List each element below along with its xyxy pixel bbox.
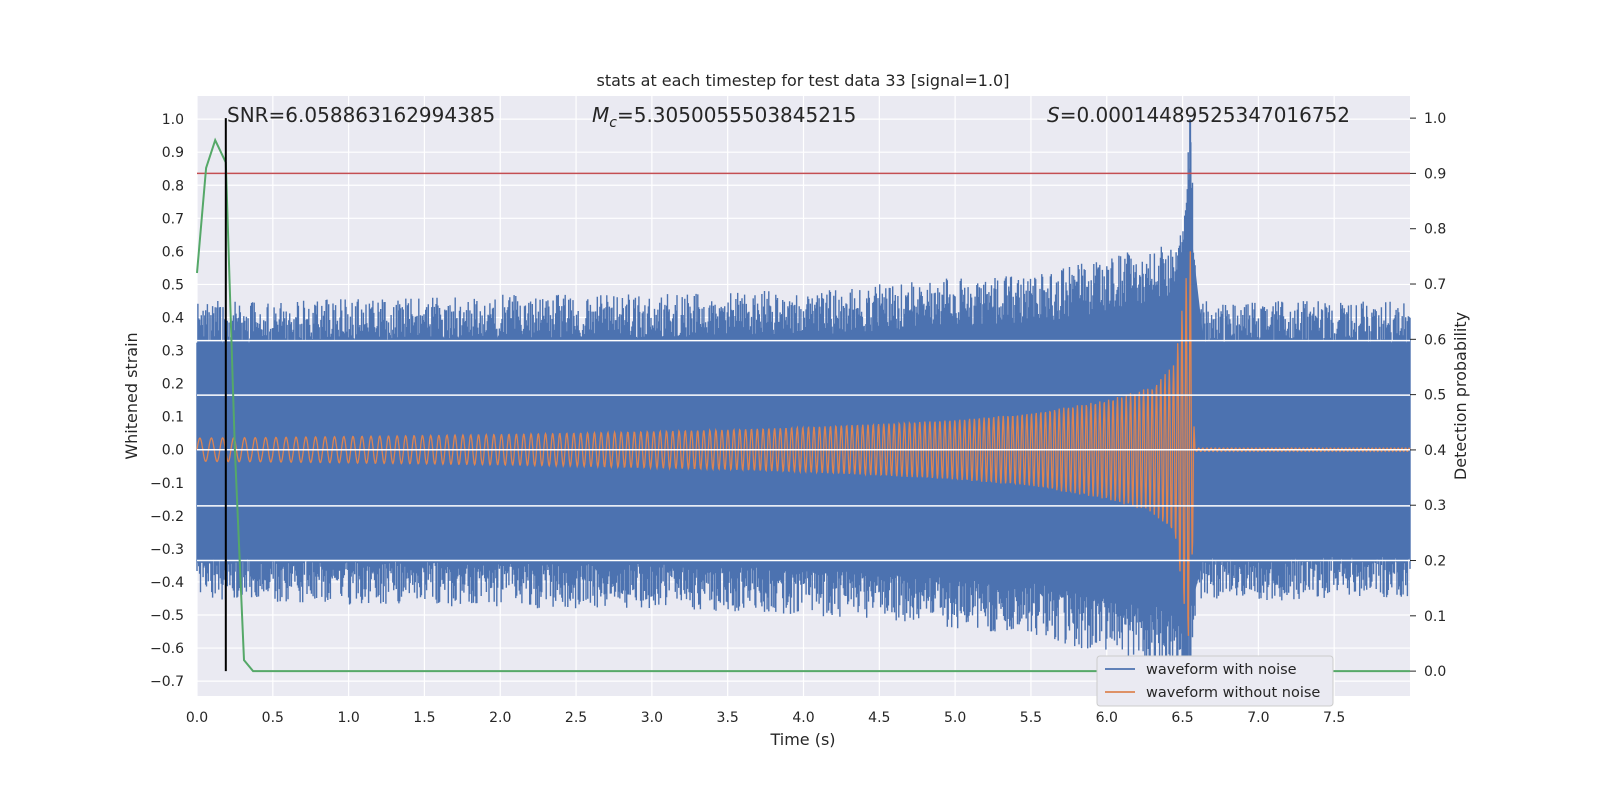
x-tick-label: 0.5 <box>262 710 284 726</box>
y-tick-label: 0.1 <box>162 410 184 426</box>
probability-series <box>196 137 1410 673</box>
y-tick-label: 0.5 <box>162 277 184 293</box>
y-tick-label: 1.0 <box>162 112 184 128</box>
y-axis-label: Whitened strain <box>122 332 141 459</box>
snr-annotation: SNR=6.058863162994385 <box>227 103 495 127</box>
y-tick-label: −0.3 <box>150 542 184 558</box>
y2-tick-label: 0.1 <box>1424 609 1446 625</box>
x-tick-label: 1.0 <box>337 710 359 726</box>
x-tick-label: 5.0 <box>944 710 966 726</box>
y2-axis-ticks: 1.0 0.9 0.8 0.7 0.6 0.5 0.4 0.3 0.2 0.1 0.0 <box>1410 111 1446 680</box>
y-tick-label: 0.9 <box>162 145 184 161</box>
y-tick-label: 0.3 <box>162 344 184 360</box>
legend: waveform with noise waveform without noi… <box>1096 655 1334 707</box>
y2-tick-label: 0.7 <box>1424 277 1446 293</box>
x-axis-label: Time (s) <box>769 730 835 749</box>
y-axis-ticks: 1.0 0.9 0.8 0.7 0.6 0.5 0.4 0.3 0.2 0.1 0.0 −0.1 −0.… <box>150 112 184 690</box>
y-tick-label: 0.0 <box>162 443 184 459</box>
y-tick-label: 0.8 <box>162 178 184 194</box>
x-tick-label: 6.5 <box>1171 710 1193 726</box>
y2-tick-label: 0.0 <box>1424 664 1446 680</box>
probability-line <box>196 137 1410 673</box>
y-tick-label: 0.7 <box>162 211 184 227</box>
y-tick-label: −0.2 <box>150 509 184 525</box>
x-tick-label: 3.0 <box>641 710 663 726</box>
y2-tick-label: 1.0 <box>1424 111 1446 127</box>
y2-axis-label: Detection probability <box>1451 312 1470 480</box>
x-tick-label: 5.5 <box>1020 710 1042 726</box>
x-tick-label: 0.0 <box>186 710 208 726</box>
horizontal-strain-lines <box>197 339 1410 562</box>
y2-tick-label: 0.5 <box>1424 388 1446 404</box>
x-tick-label: 7.0 <box>1247 710 1269 726</box>
legend-noise-label: waveform with noise <box>1146 662 1297 678</box>
y-tick-label: 0.4 <box>162 310 184 326</box>
x-tick-label: 1.5 <box>413 710 435 726</box>
x-tick-label: 6.0 <box>1096 710 1118 726</box>
y-tick-label: 0.2 <box>162 377 184 393</box>
y-tick-label: −0.5 <box>150 608 184 624</box>
y2-tick-label: 0.9 <box>1424 166 1446 182</box>
mc-annotation: Mc=5.3050055503845215 <box>592 103 856 131</box>
y2-tick-label: 0.4 <box>1424 443 1446 459</box>
y-tick-label: −0.1 <box>150 476 184 492</box>
y-tick-label: 0.6 <box>162 244 184 260</box>
x-tick-label: 2.0 <box>489 710 511 726</box>
x-tick-label: 4.0 <box>792 710 814 726</box>
legend-clean-label: waveform without noise <box>1146 685 1320 701</box>
x-axis-ticks: 0.0 0.5 1.0 1.5 2.0 2.5 3.0 3.5 4.0 4.5 5.0 5.5 6.0 6… <box>186 710 1345 726</box>
y-tick-label: −0.7 <box>150 674 184 690</box>
y2-tick-label: 0.3 <box>1424 498 1446 514</box>
legend-box <box>1096 655 1334 707</box>
y-tick-label: −0.4 <box>150 575 184 591</box>
chart-title: stats at each timestep for test data 33 … <box>597 71 1010 90</box>
x-tick-label: 2.5 <box>565 710 587 726</box>
s-annotation: S=0.00014489525347016752 <box>1047 103 1350 127</box>
y2-tick-label: 0.2 <box>1424 554 1446 570</box>
x-tick-label: 3.5 <box>717 710 739 726</box>
y2-tick-label: 0.6 <box>1424 332 1446 348</box>
x-tick-label: 7.5 <box>1323 710 1345 726</box>
x-tick-label: 4.5 <box>868 710 890 726</box>
y2-tick-label: 0.8 <box>1424 222 1446 238</box>
y-tick-label: −0.6 <box>150 641 184 657</box>
